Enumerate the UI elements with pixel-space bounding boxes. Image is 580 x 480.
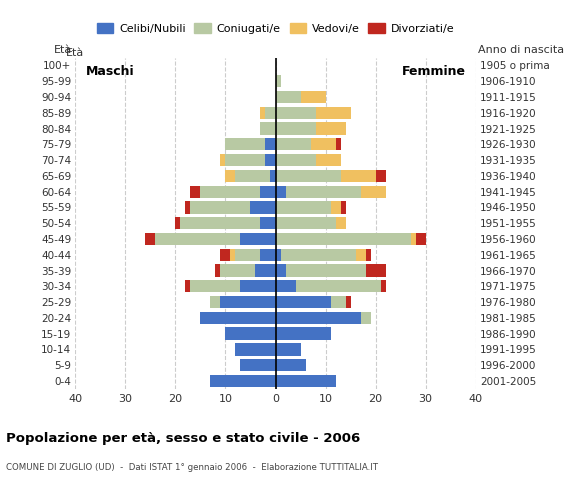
Bar — [211, 375, 276, 387]
Text: Femmine: Femmine — [401, 65, 466, 79]
Bar — [335, 138, 340, 151]
Bar — [190, 201, 251, 214]
Bar — [220, 154, 226, 166]
Bar — [226, 138, 266, 151]
Bar — [211, 296, 220, 308]
Bar — [220, 264, 255, 276]
Bar — [276, 327, 331, 340]
Bar — [276, 201, 331, 214]
Bar — [340, 170, 376, 182]
Bar — [276, 233, 411, 245]
Bar — [276, 375, 335, 387]
Bar — [276, 154, 316, 166]
Bar — [276, 359, 306, 372]
Text: COMUNE DI ZUGLIO (UD)  -  Dati ISTAT 1° gennaio 2006  -  Elaborazione TUTTITALIA: COMUNE DI ZUGLIO (UD) - Dati ISTAT 1° ge… — [6, 463, 378, 472]
Bar — [276, 312, 361, 324]
Bar — [251, 201, 276, 214]
Bar — [220, 249, 230, 261]
Bar — [361, 185, 386, 198]
Bar — [226, 327, 276, 340]
Bar — [176, 217, 180, 229]
Bar — [356, 249, 365, 261]
Bar — [260, 107, 266, 119]
Bar — [201, 312, 276, 324]
Bar — [216, 264, 220, 276]
Bar — [316, 107, 350, 119]
Bar — [235, 249, 260, 261]
Bar — [260, 185, 276, 198]
Bar — [376, 170, 386, 182]
Bar — [335, 217, 346, 229]
Bar — [415, 233, 426, 245]
Bar — [226, 154, 266, 166]
Bar — [276, 217, 335, 229]
Bar — [276, 170, 340, 182]
Bar — [380, 280, 386, 292]
Bar — [276, 280, 295, 292]
Bar — [220, 296, 276, 308]
Bar — [276, 296, 331, 308]
Bar — [146, 233, 155, 245]
Bar — [365, 249, 371, 261]
Text: Età: Età — [55, 45, 72, 55]
Bar — [190, 280, 241, 292]
Bar — [276, 343, 300, 356]
Bar — [361, 312, 371, 324]
Bar — [260, 217, 276, 229]
Bar — [276, 185, 285, 198]
Bar — [276, 138, 310, 151]
Bar — [235, 170, 270, 182]
Bar — [260, 249, 276, 261]
Bar — [201, 185, 260, 198]
Bar — [365, 264, 386, 276]
Bar — [340, 201, 346, 214]
Bar — [241, 359, 276, 372]
Bar — [276, 264, 285, 276]
Bar — [190, 185, 201, 198]
Bar — [226, 170, 235, 182]
Bar — [276, 91, 300, 103]
Bar — [316, 154, 340, 166]
Text: Popolazione per età, sesso e stato civile - 2006: Popolazione per età, sesso e stato civil… — [6, 432, 360, 445]
Bar — [230, 249, 235, 261]
Bar — [310, 138, 335, 151]
Bar — [295, 280, 380, 292]
Bar — [276, 107, 316, 119]
Bar — [276, 75, 281, 87]
Bar — [180, 217, 260, 229]
Bar — [241, 280, 276, 292]
Bar — [266, 154, 275, 166]
Bar — [276, 122, 316, 135]
Bar — [266, 138, 275, 151]
Bar — [186, 201, 190, 214]
Text: Maschi: Maschi — [85, 65, 134, 79]
Bar — [186, 280, 190, 292]
Bar — [270, 170, 276, 182]
Bar — [241, 233, 276, 245]
Bar — [346, 296, 350, 308]
Bar — [331, 296, 346, 308]
Bar — [281, 249, 356, 261]
Bar — [285, 185, 361, 198]
Bar — [260, 122, 276, 135]
Text: Anno di nascita: Anno di nascita — [478, 45, 564, 55]
Bar — [331, 201, 340, 214]
Bar — [316, 122, 346, 135]
Bar — [255, 264, 276, 276]
Bar — [266, 107, 275, 119]
Bar — [276, 249, 281, 261]
Bar — [155, 233, 241, 245]
Bar — [300, 91, 325, 103]
Text: Età: Età — [66, 48, 85, 58]
Bar — [411, 233, 415, 245]
Legend: Celibi/Nubili, Coniugati/e, Vedovi/e, Divorziati/e: Celibi/Nubili, Coniugati/e, Vedovi/e, Di… — [92, 18, 459, 38]
Bar — [285, 264, 365, 276]
Bar — [235, 343, 276, 356]
